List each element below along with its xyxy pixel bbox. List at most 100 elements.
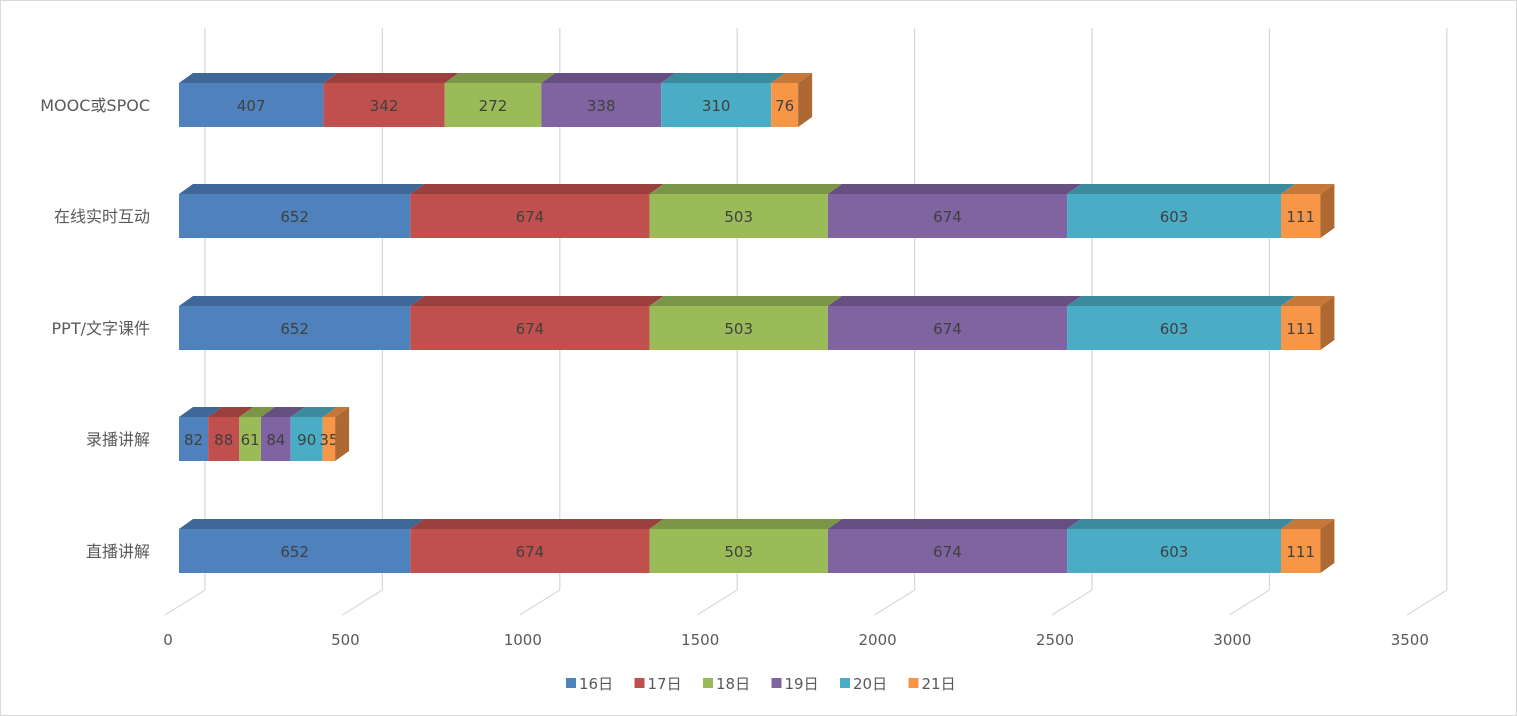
legend-label: 18日 <box>716 675 750 693</box>
bar-top-face <box>179 407 223 417</box>
legend-swatch <box>566 678 576 688</box>
category-label: PPT/文字课件 <box>52 319 150 338</box>
bar-top-face <box>661 73 786 83</box>
bar-top-face <box>410 184 664 194</box>
data-label: 82 <box>184 431 203 449</box>
category-label: 在线实时互动 <box>54 207 150 226</box>
bar-side-face <box>1320 184 1335 238</box>
legend-swatch <box>634 678 645 688</box>
bar-side-face <box>798 73 813 127</box>
bar-top-face <box>260 407 305 417</box>
bar-segment <box>410 194 650 238</box>
gridline-floor <box>519 589 561 616</box>
bar-side-face <box>1320 519 1335 573</box>
bar-segment <box>1281 529 1321 573</box>
data-label: 603 <box>1160 543 1189 561</box>
gridline-floor <box>696 589 738 616</box>
bar-segment <box>649 194 828 238</box>
category-label: MOOC或SPOC <box>40 96 150 115</box>
bar-top-face <box>827 296 1082 306</box>
bar-segment <box>179 83 324 127</box>
bar-top-face <box>649 296 842 306</box>
bar-top-face <box>1067 184 1296 194</box>
bar-top-face <box>322 407 350 417</box>
bar-top-face <box>1281 296 1335 306</box>
gridline-floor <box>164 589 206 616</box>
data-label: 674 <box>516 208 545 226</box>
bar-segment <box>827 194 1068 238</box>
data-label: 310 <box>702 97 731 115</box>
legend-swatch <box>840 678 850 688</box>
data-label: 674 <box>933 320 962 338</box>
bar-top-face <box>1281 519 1335 529</box>
bar-top-face <box>649 184 842 194</box>
x-tick-label: 0 <box>163 631 173 649</box>
category-label: 直播讲解 <box>86 542 150 561</box>
data-label: 342 <box>370 97 399 115</box>
gridline-floor <box>1406 589 1448 616</box>
bar-segment <box>771 83 799 127</box>
bar-top-face <box>771 73 813 83</box>
bar-top-face <box>179 184 425 194</box>
x-tick-label: 1500 <box>681 631 719 649</box>
data-label: 674 <box>516 320 545 338</box>
bar-top-face <box>179 296 425 306</box>
bar-segment <box>290 417 323 461</box>
data-label: 111 <box>1286 320 1315 338</box>
bar-segment <box>1281 194 1321 238</box>
bar-top-face <box>1281 184 1335 194</box>
bar-segment <box>260 417 291 461</box>
data-label: 90 <box>297 431 316 449</box>
bar-segment <box>1067 529 1282 573</box>
bar-segment <box>1281 306 1321 350</box>
bar-segment <box>649 306 828 350</box>
bar-segment <box>239 417 261 461</box>
bar-segment <box>323 83 445 127</box>
data-label: 503 <box>724 208 753 226</box>
bar-segment <box>661 83 772 127</box>
bar-top-face <box>323 73 459 83</box>
bar-segment <box>827 529 1068 573</box>
bar-segment <box>649 529 828 573</box>
legend-label: 19日 <box>785 675 819 693</box>
data-label: 84 <box>266 431 285 449</box>
data-label: 652 <box>280 208 309 226</box>
data-label: 407 <box>237 97 266 115</box>
data-label: 503 <box>724 543 753 561</box>
data-label: 338 <box>587 97 616 115</box>
data-label: 111 <box>1286 208 1315 226</box>
x-tick-label: 2500 <box>1036 631 1074 649</box>
bar-segment <box>179 529 411 573</box>
bar-top-face <box>208 407 254 417</box>
bar-side-face <box>335 407 350 461</box>
data-label: 35 <box>319 431 338 449</box>
bar-top-face <box>827 519 1082 529</box>
legend-label: 20日 <box>853 675 887 693</box>
bar-top-face <box>1067 519 1296 529</box>
gridline-floor <box>1051 589 1093 616</box>
legend-label: 17日 <box>648 675 682 693</box>
bar-side-face <box>1320 296 1335 350</box>
bar-segment <box>1067 194 1282 238</box>
bar-segment <box>208 417 240 461</box>
category-label: 录播讲解 <box>86 430 150 449</box>
bar-segment <box>444 83 542 127</box>
data-label: 88 <box>214 431 233 449</box>
data-label: 674 <box>933 208 962 226</box>
bar-segment <box>410 306 650 350</box>
data-label: 61 <box>241 431 260 449</box>
bar-segment <box>179 306 411 350</box>
legend-label: 21日 <box>922 675 956 693</box>
data-label: 674 <box>516 543 545 561</box>
bar-top-face <box>410 296 664 306</box>
legend-swatch <box>908 678 919 688</box>
bar-top-face <box>649 519 842 529</box>
data-label: 603 <box>1160 208 1189 226</box>
x-tick-label: 2000 <box>859 631 897 649</box>
legend-swatch <box>703 678 713 688</box>
bar-segment <box>410 529 650 573</box>
bar-top-face <box>179 73 338 83</box>
bar-segment <box>1067 306 1282 350</box>
bar-segment <box>179 194 411 238</box>
